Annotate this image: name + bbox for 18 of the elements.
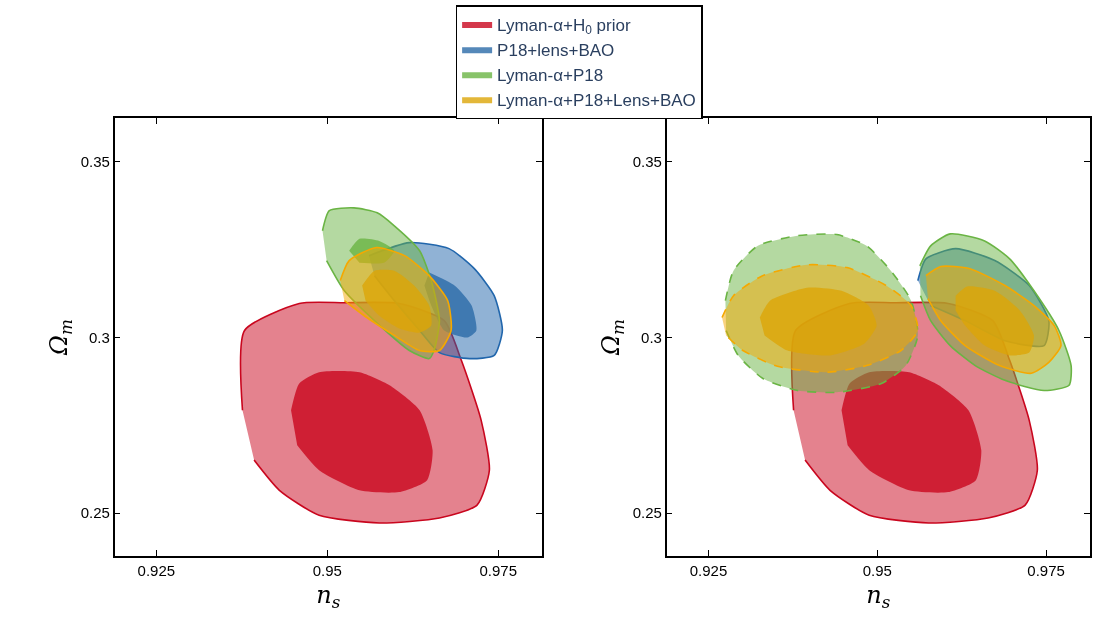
legend-label: Lyman-α+H$_{0}$ prior [497, 15, 631, 38]
x-axis-title: n$_{s}$ [866, 580, 891, 612]
x-tick-label: 0.95 [312, 561, 342, 579]
legend-label: Lyman-α+P18 [497, 65, 604, 85]
x-axis-title: n$_{s}$ [316, 580, 341, 612]
legend-label: P18+lens+BAO [497, 40, 615, 60]
legend-label: Lyman-α+P18+Lens+BAO [497, 90, 696, 110]
x-tick-label: 0.925 [137, 561, 176, 579]
x-tick-label: 0.95 [862, 561, 892, 579]
y-tick-label: 0.35 [632, 153, 662, 171]
y-tick-label: 0.3 [641, 328, 662, 346]
y-tick-label: 0.25 [632, 504, 662, 522]
x-tick-label: 0.975 [479, 561, 518, 579]
x-tick-label: 0.925 [689, 561, 728, 579]
y-tick-label: 0.35 [80, 153, 110, 171]
x-tick-label: 0.975 [1027, 561, 1065, 579]
y-tick-label: 0.25 [80, 504, 110, 522]
y-tick-label: 0.3 [88, 328, 110, 346]
